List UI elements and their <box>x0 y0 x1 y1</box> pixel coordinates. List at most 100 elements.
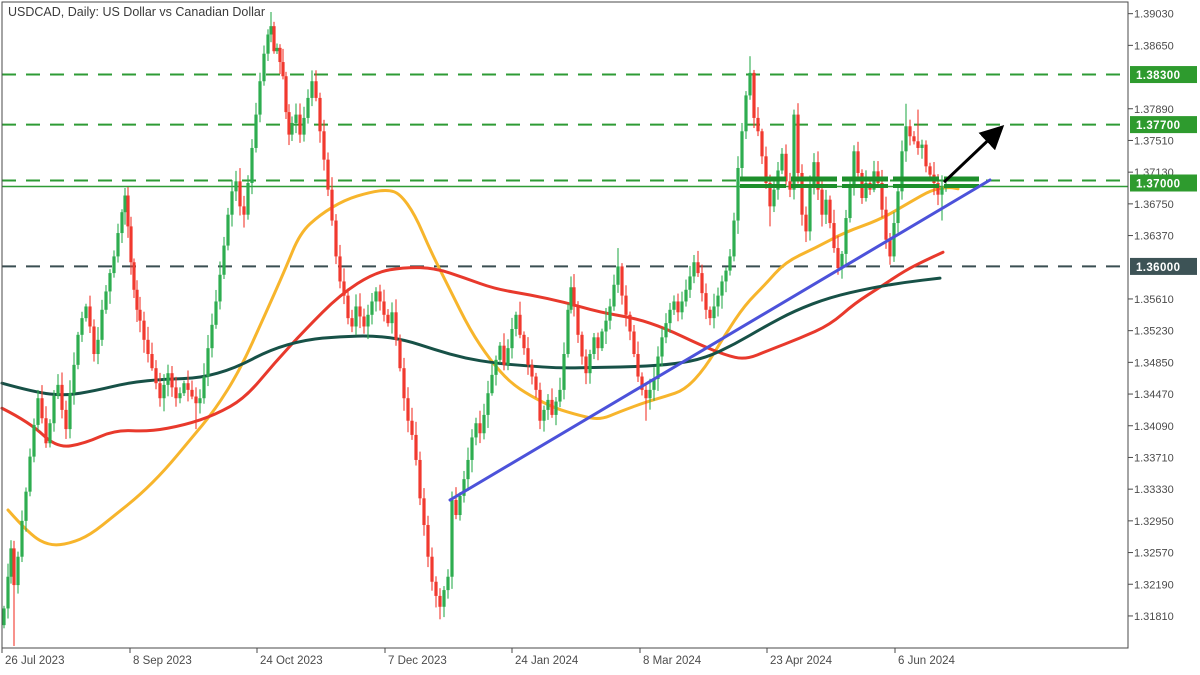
candle-body <box>290 122 294 135</box>
candle-body <box>334 220 338 257</box>
candle-body <box>258 81 262 115</box>
candle-body <box>716 295 720 307</box>
candle-body <box>920 144 924 148</box>
date-tick-label: 7 Dec 2023 <box>388 655 447 667</box>
candle-body <box>298 114 302 135</box>
candle-body <box>126 195 130 227</box>
price-tick-label: 1.32950 <box>1134 516 1174 528</box>
candle-body <box>20 520 24 557</box>
trendline-blue[interactable] <box>448 178 992 502</box>
candle-body <box>338 256 342 282</box>
candle-body <box>940 187 944 195</box>
candle-body <box>287 112 291 135</box>
horizontal-level-lines <box>2 73 1128 268</box>
candle-body <box>92 326 96 355</box>
candle-body <box>748 72 752 96</box>
candle-body <box>804 214 808 232</box>
candle-body <box>510 328 514 349</box>
candle-body <box>366 314 370 327</box>
candle-body <box>494 359 498 375</box>
candle-body <box>486 393 490 415</box>
candle-body <box>660 337 664 357</box>
candle-body <box>60 384 64 410</box>
candle-body <box>462 479 466 496</box>
candle-body <box>816 162 820 190</box>
candle-body <box>354 306 358 327</box>
candle-body <box>418 459 422 499</box>
candle-body <box>132 262 136 290</box>
candle-body <box>266 34 270 54</box>
candle-body <box>550 399 554 415</box>
candle-body <box>238 181 242 207</box>
candle-body <box>596 337 600 349</box>
projection-arrow[interactable] <box>942 125 1005 184</box>
candle-body <box>688 276 692 290</box>
candle-body <box>6 576 10 609</box>
candle-body <box>146 339 150 355</box>
price-tick-label: 1.34090 <box>1134 421 1174 433</box>
candle-body <box>116 233 120 257</box>
candle-body <box>242 206 246 215</box>
plot-border <box>1 1 1129 649</box>
candle-body <box>796 114 800 173</box>
candle-body <box>636 354 640 377</box>
date-axis[interactable]: 26 Jul 2023 8 Sep 2023 24 Oct 2023 7 Dec 20… <box>1 648 956 667</box>
candle-body <box>36 398 40 425</box>
candle-body <box>732 220 736 257</box>
chart-title: USDCAD, Daily: US Dollar vs Canadian Dol… <box>8 5 265 19</box>
candle-body <box>588 354 592 374</box>
price-level-box <box>1130 116 1197 134</box>
price-level-box <box>1130 66 1197 84</box>
candle-body <box>800 172 804 215</box>
candle-body <box>218 274 222 302</box>
candle-body <box>478 423 482 434</box>
date-tick-label: 6 Jun 2024 <box>898 655 956 667</box>
candle-body <box>600 331 604 349</box>
price-tick-label: 1.39030 <box>1134 9 1174 21</box>
candle-body <box>250 147 254 183</box>
candle-body <box>788 181 792 190</box>
candle-body <box>230 191 234 215</box>
price-tick-label: 1.32570 <box>1134 548 1174 560</box>
candle-body <box>422 498 426 526</box>
candle-body <box>306 97 310 118</box>
candle-body <box>924 144 928 167</box>
candle-body <box>112 256 116 274</box>
candle-body <box>246 183 250 215</box>
candle-body <box>314 81 318 98</box>
candle-body <box>80 318 84 335</box>
candle-body <box>470 437 474 460</box>
candle-body <box>278 47 282 63</box>
candle-body <box>864 183 868 199</box>
candle-body <box>904 126 908 152</box>
date-tick-label: 8 Sep 2023 <box>133 655 192 667</box>
candle-body <box>2 608 6 626</box>
price-axis[interactable]: 1.390301.386501.378901.375101.371301.367… <box>1128 9 1197 623</box>
price-tick-label: 1.37890 <box>1134 104 1174 116</box>
price-tick-label: 1.38650 <box>1134 40 1174 52</box>
candle-body <box>772 189 776 207</box>
candle-body <box>542 409 546 421</box>
candle-body <box>182 383 186 394</box>
candle-body <box>676 301 680 313</box>
candle-body <box>916 141 920 148</box>
candle-body <box>538 389 542 421</box>
candle-body <box>526 348 530 365</box>
candle-body <box>692 262 696 277</box>
candle-body <box>402 368 406 399</box>
price-tick-label: 1.36370 <box>1134 231 1174 243</box>
candle-body <box>84 306 88 319</box>
fast-ma-orange <box>6 186 960 547</box>
candle-body <box>900 151 904 192</box>
candle-body <box>454 499 458 516</box>
candle-body <box>342 281 346 296</box>
candle-body <box>576 306 580 335</box>
candle-body <box>40 398 44 419</box>
price-tick-label: 1.36750 <box>1134 199 1174 211</box>
candle-body <box>170 373 174 388</box>
candle-body <box>736 167 740 221</box>
candle-body <box>9 548 13 577</box>
candle-body <box>728 256 732 271</box>
resistance-zone[interactable] <box>740 176 979 189</box>
